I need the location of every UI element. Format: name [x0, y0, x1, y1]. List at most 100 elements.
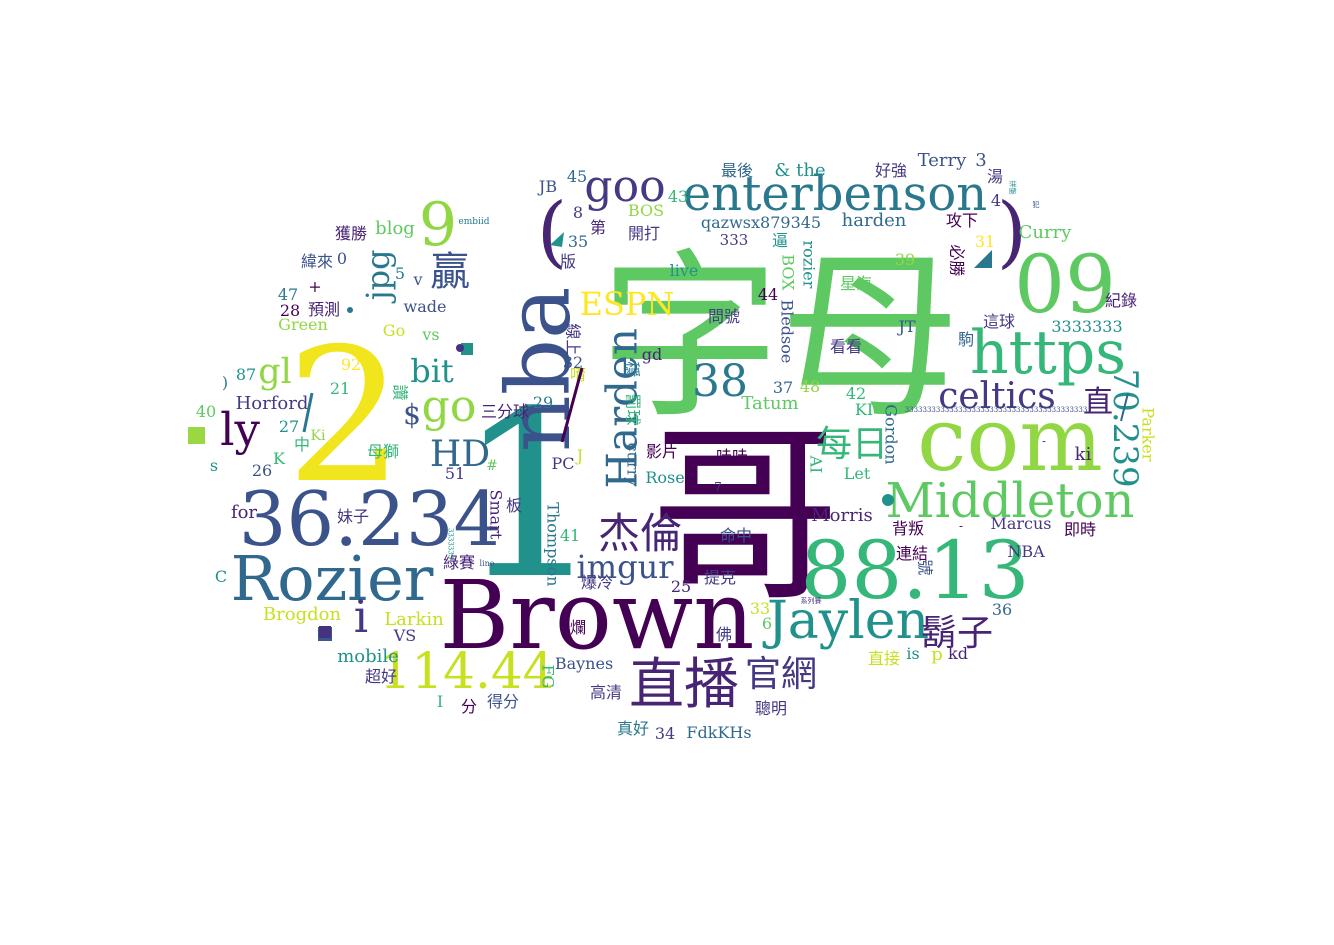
cloud-word: Brogdon [263, 604, 342, 625]
cloud-word: 45 [567, 167, 587, 186]
cloud-word: Gordon [881, 404, 900, 464]
cloud-word: goo [584, 161, 665, 212]
cloud-word: 33 [750, 599, 770, 618]
cloud-word: 28 [280, 301, 300, 320]
cloud-word: embiid [458, 217, 489, 227]
cloud-word: 3333333 [447, 528, 455, 559]
cloud-word: BOS [628, 201, 664, 220]
cloud-word: 70.239 [1105, 369, 1145, 488]
cloud-word: 聰明 [755, 699, 787, 718]
cloud-word: 湯 [987, 167, 1003, 186]
cloud-word: 32 [563, 353, 583, 372]
cloud-word: Horford [236, 393, 309, 414]
cloud-word: 必勝 [947, 244, 966, 276]
cloud-word: 44 [758, 285, 778, 304]
cloud-word: 三分球 [481, 402, 529, 421]
cloud-word: Go [383, 321, 405, 340]
cloud-word: 獲勝 [335, 224, 367, 243]
cloud-triangle-mark [974, 250, 992, 268]
cloud-word: 號 [915, 559, 934, 575]
cloud-word: 43 [668, 187, 688, 206]
cloud-word: v [412, 270, 422, 289]
cloud-word: 讚 [390, 384, 409, 400]
cloud-word: 48 [800, 377, 820, 396]
cloud-word: 罰球 [623, 393, 642, 425]
cloud-word: 贏 [430, 249, 470, 295]
cloud-dot-mark [882, 494, 894, 506]
cloud-word: KI [855, 400, 873, 419]
cloud-word: 得分 [487, 692, 519, 711]
cloud-word: Ki [311, 428, 326, 444]
cloud-word: is [906, 644, 919, 663]
cloud-word: com [917, 388, 1103, 491]
cloud-word: go [422, 381, 477, 432]
cloud-word: VS [393, 626, 417, 645]
cloud-word: nba [487, 286, 590, 451]
cloud-word: vs [421, 325, 439, 344]
cloud-word: for [231, 502, 257, 523]
cloud-word: Jaylen [762, 591, 929, 651]
cloud-word: K [273, 449, 286, 468]
cloud-word: 哥 [650, 406, 840, 627]
cloud-word: Rose [645, 468, 684, 487]
cloud-word: 47 [278, 285, 298, 304]
cloud-word: 版 [560, 252, 576, 271]
cloud-word: 27 [279, 417, 299, 436]
cloud-word: 鬍子 [921, 613, 993, 654]
cloud-word: 中 [294, 435, 310, 454]
cloud-word: 爆冷 [581, 573, 613, 592]
cloud-square-mark [188, 427, 205, 444]
cloud-word: 3 [975, 150, 986, 171]
cloud-word: 6 [762, 614, 772, 633]
cloud-word: celtics [938, 376, 1056, 417]
cloud-word: Green [278, 315, 328, 334]
cloud-word: NBA [1007, 542, 1045, 561]
cloud-word: Harden [598, 328, 647, 489]
cloud-word: curry [623, 443, 642, 487]
cloud-word: C [215, 567, 227, 586]
cloud-word: $ [403, 398, 421, 431]
cloud-word: imgur [577, 548, 675, 586]
cloud-word: 好強 [875, 161, 907, 180]
cloud-word: Brown [440, 561, 755, 671]
cloud-word: 26 [252, 461, 272, 480]
cloud-word: blog [375, 218, 415, 239]
cloud-word: 即時 [1064, 520, 1096, 539]
cloud-word: ) [997, 187, 1027, 277]
cloud-word: enterbenson [683, 166, 987, 222]
cloud-word: 36.234 [239, 475, 501, 563]
cloud-word: jpg [359, 249, 397, 304]
cloud-word: live [670, 261, 699, 280]
cloud-word: BOX [778, 254, 797, 291]
cloud-word: Morris [811, 505, 872, 526]
cloud-word: Bledsoe [777, 299, 796, 363]
cloud-word: 36 [992, 600, 1012, 619]
cloud-word: 綠賽 [443, 553, 475, 572]
cloud-word: ( [537, 187, 567, 277]
cloud-word: 最後 [721, 161, 753, 180]
cloud-word: HD [430, 434, 490, 475]
cloud-word: Let [844, 464, 871, 483]
cloud-word: Terry [918, 150, 967, 171]
cloud-word: 3333333333333333333333333333333333333333… [905, 406, 1088, 414]
cloud-slash-mark [302, 392, 314, 433]
cloud-word: 拼盤 [1009, 181, 1018, 195]
cloud-slash-mark [1120, 392, 1129, 422]
cloud-word: Rozier [231, 542, 434, 615]
cloud-word: 333 [720, 231, 749, 249]
cloud-word: + [308, 277, 321, 296]
cloud-word: & the [774, 160, 825, 181]
cloud-word: 87 [236, 365, 256, 384]
cloud-word: 佛 [716, 625, 732, 644]
cloud-word: qazwsx879345 [701, 213, 821, 232]
cloud-word: bit [410, 352, 454, 390]
cloud-word: PC [551, 454, 574, 473]
cloud-word: I [437, 692, 443, 711]
cloud-word: ) [222, 373, 228, 392]
cloud-word: 高清 [590, 683, 622, 702]
cloud-word: 5 [395, 264, 405, 283]
cloud-triangle-mark [550, 232, 564, 247]
cloud-word: 0 [337, 249, 347, 268]
